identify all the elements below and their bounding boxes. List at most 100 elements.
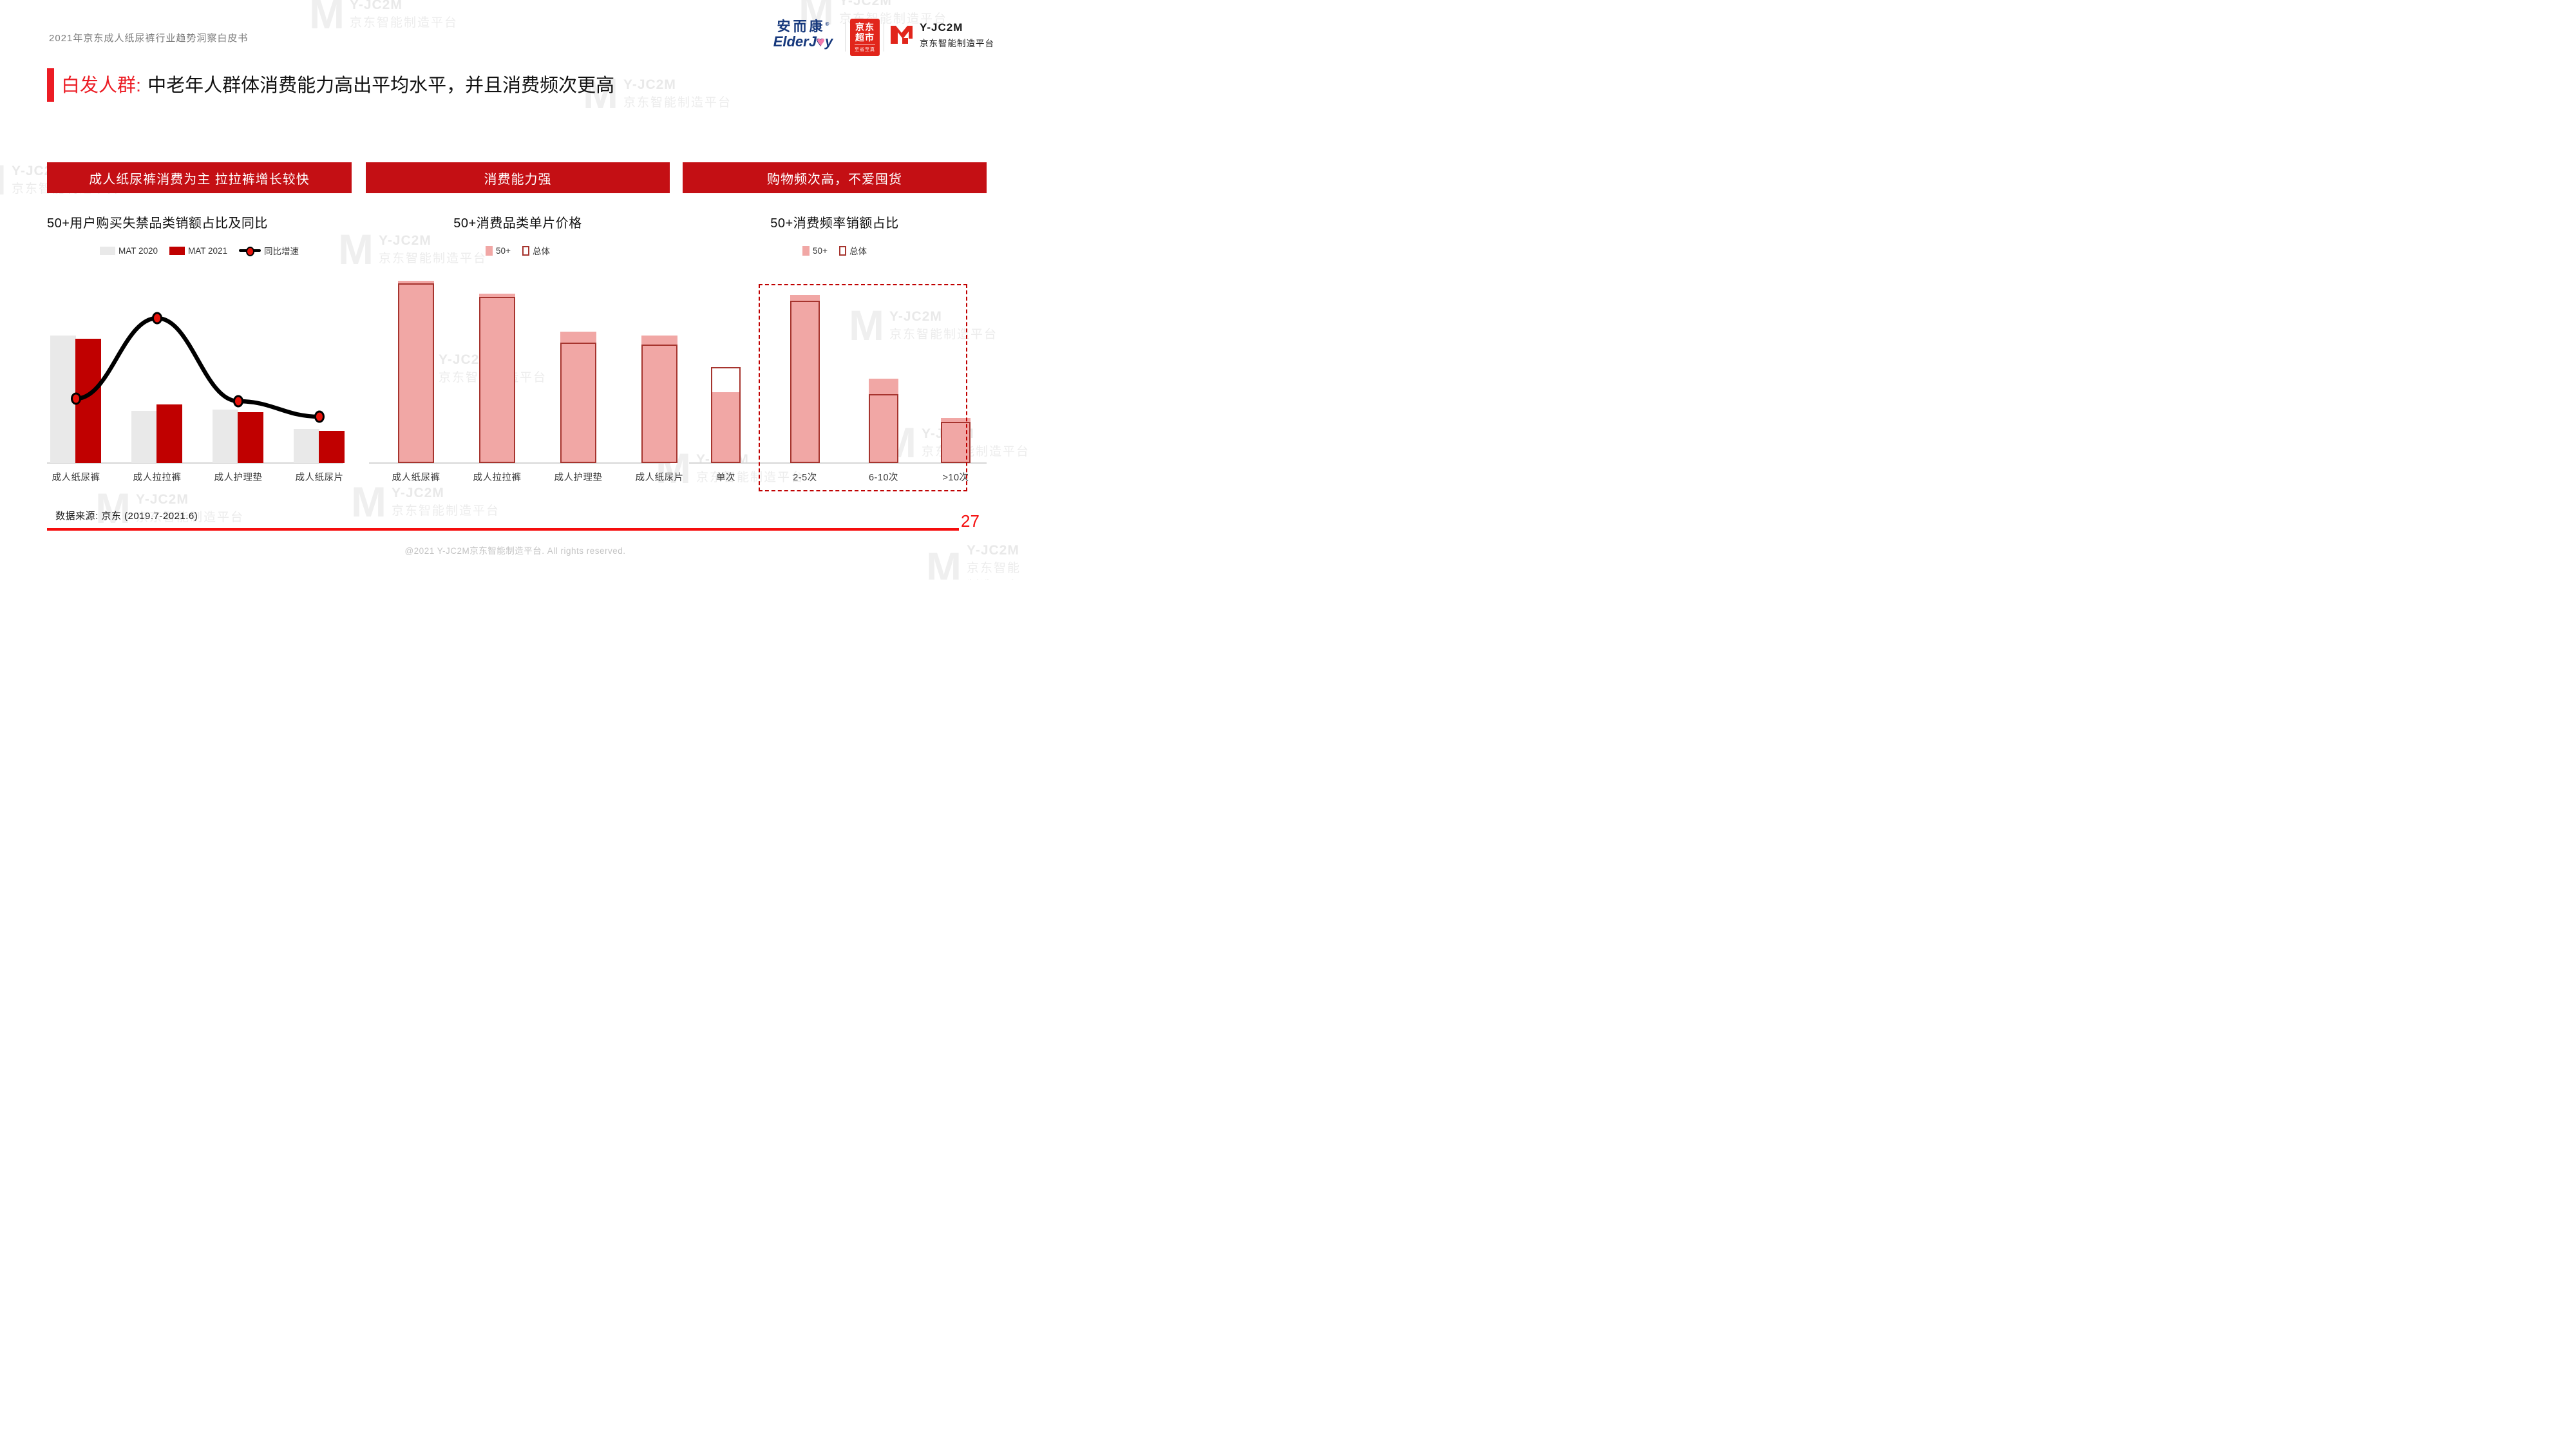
chart1-line-marker-2 xyxy=(233,395,243,408)
chart3-bar-总体-2 xyxy=(869,394,898,463)
chart1-bar-mat-2021-3 xyxy=(319,431,345,463)
chart2-bar-总体-1 xyxy=(479,297,515,463)
chart1-legend: MAT 2020 MAT 2021 同比增速 xyxy=(47,244,352,257)
chart2-title: 50+消费品类单片价格 xyxy=(453,216,582,231)
chart2-bar-50+-1 xyxy=(479,294,515,463)
chart1-x-label-1: 成人拉拉裤 xyxy=(133,473,182,483)
chart1-legend-item-0: MAT 2020 xyxy=(99,245,158,256)
chart2-bar-总体-2 xyxy=(560,343,596,463)
chart3-x-label-1: 2-5次 xyxy=(793,473,817,483)
legend-label: 同比增速 xyxy=(264,247,299,256)
chart2-bar-50+-2 xyxy=(560,332,596,463)
chart1-x-label-3: 成人纸尿片 xyxy=(295,473,344,483)
chart1-growth-line xyxy=(71,312,325,423)
chart2-plot xyxy=(366,265,677,464)
chart1-line-marker-0 xyxy=(71,392,81,405)
elderjoy-cn-label: 安而康® xyxy=(777,19,829,34)
heart-icon: ♥ xyxy=(816,33,826,50)
chart2-axis-line xyxy=(369,462,670,464)
legend-label: 总体 xyxy=(532,247,550,256)
legend-swatch-icon xyxy=(522,245,529,256)
chart1-bar-mat-2020-3 xyxy=(294,429,319,463)
chart1-bar-mat-2020-2 xyxy=(213,410,238,463)
copyright-note: @2021 Y-JC2M京东智能制造平台. All rights reserve… xyxy=(404,546,626,556)
chart2-legend-item-0: 50+ xyxy=(486,245,511,256)
chart2-bar-50+-3 xyxy=(641,336,677,463)
jd-supermarket-logo: 京东 超市 至省至真 xyxy=(850,19,880,56)
legend-swatch-icon xyxy=(802,245,810,256)
chart2-legend: 50+ 总体 xyxy=(366,244,670,257)
chart3-bar-50+-1 xyxy=(790,295,820,463)
logo-divider xyxy=(845,22,846,52)
chart2-bar-总体-0 xyxy=(398,283,434,463)
section-purchase-frequency: 购物频次高，不爱囤货 50+消费频率销额占比 50+ 总体 单次 2-5次 6-10次… xyxy=(683,162,987,500)
data-source-note: 数据来源: 京东 (2019.7-2021.6) xyxy=(55,511,198,522)
chart3-legend: 50+ 总体 xyxy=(683,244,987,257)
chart1-title: 50+用户购买失禁品类销额占比及同比 xyxy=(47,216,268,231)
yjc2m-logo-icon xyxy=(889,21,914,50)
chart1-line-marker-1 xyxy=(152,312,162,325)
section-category-share: 成人纸尿裤消费为主 拉拉裤增长较快 50+用户购买失禁品类销额占比及同比 MAT… xyxy=(47,162,352,500)
legend-label: 总体 xyxy=(849,247,867,256)
chart3-axis-line xyxy=(689,462,987,464)
chart1-x-label-0: 成人纸尿裤 xyxy=(52,473,100,483)
legend-label: 50+ xyxy=(496,245,511,256)
chart1-bar-mat-2020-1 xyxy=(131,411,157,463)
page-title: 白发人群: 中老年人群体消费能力高出平均水平，并且消费频次更高 xyxy=(61,68,614,102)
slide: M Y-JC2M 京东智能制造平台 M Y-JC2M 京东智能制造平台 M Y-JC2M 京东智… xyxy=(0,0,1030,580)
chart3-x-label-2: 6-10次 xyxy=(868,473,899,483)
chart3-title: 50+消费频率销额占比 xyxy=(770,216,899,231)
legend-swatch-icon xyxy=(239,246,261,256)
yjc2m-logo-text: Y-JC2M 京东智能制造平台 xyxy=(920,21,994,48)
legend-swatch-icon xyxy=(486,245,493,256)
chart2-x-label-2: 成人护理垫 xyxy=(554,473,603,483)
chart2-x-label-0: 成人纸尿裤 xyxy=(392,473,440,483)
chart3-x-label-3: >10次 xyxy=(942,473,969,483)
chart3-bar-总体-3 xyxy=(941,422,971,463)
chart1-bar-mat-2021-1 xyxy=(156,404,182,463)
chart2-x-label-3: 成人纸尿片 xyxy=(635,473,684,483)
legend-label: MAT 2020 xyxy=(118,245,158,256)
chart1-plot xyxy=(47,265,352,464)
chart2-legend-item-1: 总体 xyxy=(522,244,550,257)
watermark-m-icon: M xyxy=(309,0,345,37)
banner-category-share: 成人纸尿裤消费为主 拉拉裤增长较快 xyxy=(47,162,352,193)
chart3-bar-50+-2 xyxy=(869,379,898,463)
section-spending-power: 消费能力强 50+消费品类单片价格 50+ 总体 成人纸尿裤 成人拉拉裤 成人护理垫 成… xyxy=(366,162,683,500)
chart3-x-label-0: 单次 xyxy=(716,473,735,483)
doc-title: 2021年京东成人纸尿裤行业趋势洞察白皮书 xyxy=(49,33,249,44)
elderjoy-en-label: ElderJ♥y xyxy=(773,33,833,50)
banner-purchase-frequency: 购物频次高，不爱囤货 xyxy=(683,162,987,193)
chart3-legend-item-1: 总体 xyxy=(838,244,867,257)
chart3-bar-总体-0 xyxy=(711,367,741,463)
footer-divider-line xyxy=(47,528,959,531)
chart2-bar-总体-3 xyxy=(641,345,677,463)
legend-label: MAT 2021 xyxy=(188,245,228,256)
watermark-m-icon: M xyxy=(0,158,6,201)
headline-accent-bar xyxy=(47,68,54,102)
legend-swatch-icon xyxy=(838,245,846,256)
chart1-axis-line xyxy=(47,462,343,464)
headline-text: 中老年人群体消费能力高出平均水平，并且消费频次更高 xyxy=(147,75,615,96)
highlight-dashed-box xyxy=(759,284,967,491)
chart3-bar-50+-3 xyxy=(941,418,971,463)
chart3-legend-item-0: 50+ xyxy=(802,245,828,256)
legend-swatch-icon xyxy=(169,246,185,255)
banner-spending-power: 消费能力强 xyxy=(366,162,670,193)
headline-tag: 白发人群: xyxy=(61,75,142,96)
chart3-plot xyxy=(683,265,987,464)
chart1-line-marker-3 xyxy=(314,410,325,423)
elderjoy-logo: 安而康® ElderJ♥y xyxy=(764,19,842,50)
chart2-x-label-1: 成人拉拉裤 xyxy=(473,473,522,483)
chart1-legend-item-2: 同比增速 xyxy=(239,244,299,257)
registered-mark-icon: ® xyxy=(825,21,829,27)
chart1-bar-mat-2021-2 xyxy=(238,412,263,463)
chart3-bar-总体-1 xyxy=(790,301,820,463)
legend-label: 50+ xyxy=(813,245,828,256)
legend-swatch-icon xyxy=(99,246,115,255)
chart1-legend-item-1: MAT 2021 xyxy=(169,246,227,256)
chart1-x-label-2: 成人护理垫 xyxy=(214,473,263,483)
chart3-bar-50+-0 xyxy=(711,392,741,463)
chart2-bar-50+-0 xyxy=(398,281,434,463)
